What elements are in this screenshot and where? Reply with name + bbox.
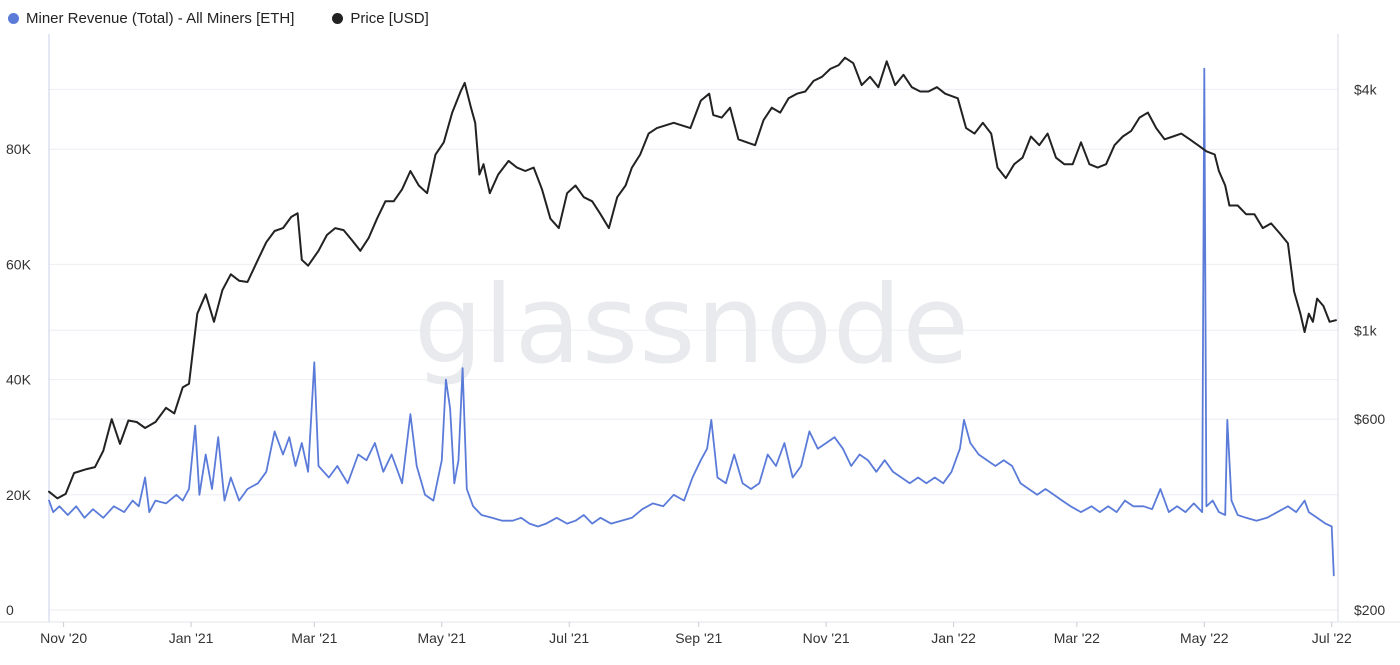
x-tick-label-3: May '21 — [417, 630, 466, 646]
x-tick-label-9: May '22 — [1180, 630, 1229, 646]
x-tick-label-7: Jan '22 — [931, 630, 976, 646]
legend-label-price: Price [USD] — [350, 9, 429, 27]
left-y-axis-labels: 0 20K 40K 60K 80K — [6, 141, 32, 618]
left-tick-label-1: 20K — [6, 487, 32, 503]
x-tick-label-4: Jul '21 — [549, 630, 589, 646]
series-group — [48, 56, 1337, 577]
x-tick-label-1: Jan '21 — [169, 630, 214, 646]
right-tick-label-3: $4k — [1354, 81, 1378, 97]
x-tick-label-8: Mar '22 — [1054, 630, 1100, 646]
miner-revenue-legend-dot-icon — [8, 12, 19, 24]
x-tick-label-2: Mar '21 — [291, 630, 337, 646]
x-tick-label-0: Nov '20 — [40, 630, 87, 646]
price-series-line — [48, 56, 1337, 500]
left-tick-label-0: 0 — [6, 602, 14, 618]
price-legend-dot-icon — [332, 12, 344, 24]
left-tick-label-3: 60K — [6, 256, 32, 272]
left-tick-label-2: 40K — [6, 372, 32, 388]
gridlines — [49, 88, 1338, 611]
left-tick-label-4: 80K — [6, 141, 32, 157]
legend-label-miner-revenue: Miner Revenue (Total) - All Miners [ETH] — [26, 9, 295, 27]
x-tick-label-6: Nov '21 — [803, 630, 850, 646]
x-tick-label-5: Sep '21 — [675, 630, 722, 646]
legend: Miner Revenue (Total) - All Miners [ETH]… — [8, 6, 429, 30]
miner-revenue-series-line — [48, 67, 1335, 577]
right-y-axis-labels: $200 $600 $1k $4k — [1354, 81, 1385, 618]
x-tick-label-10: Jul '22 — [1312, 630, 1352, 646]
right-tick-label-2: $1k — [1354, 322, 1378, 338]
legend-item-price[interactable]: Price [USD] — [332, 9, 429, 27]
legend-item-miner-revenue[interactable]: Miner Revenue (Total) - All Miners [ETH] — [8, 10, 294, 27]
right-tick-label-1: $600 — [1354, 411, 1385, 427]
x-axis-labels: Nov '20 Jan '21 Mar '21 May '21 Jul '21 Sep '… — [40, 622, 1352, 646]
watermark: glassnode — [414, 263, 970, 388]
right-tick-label-0: $200 — [1354, 602, 1385, 618]
